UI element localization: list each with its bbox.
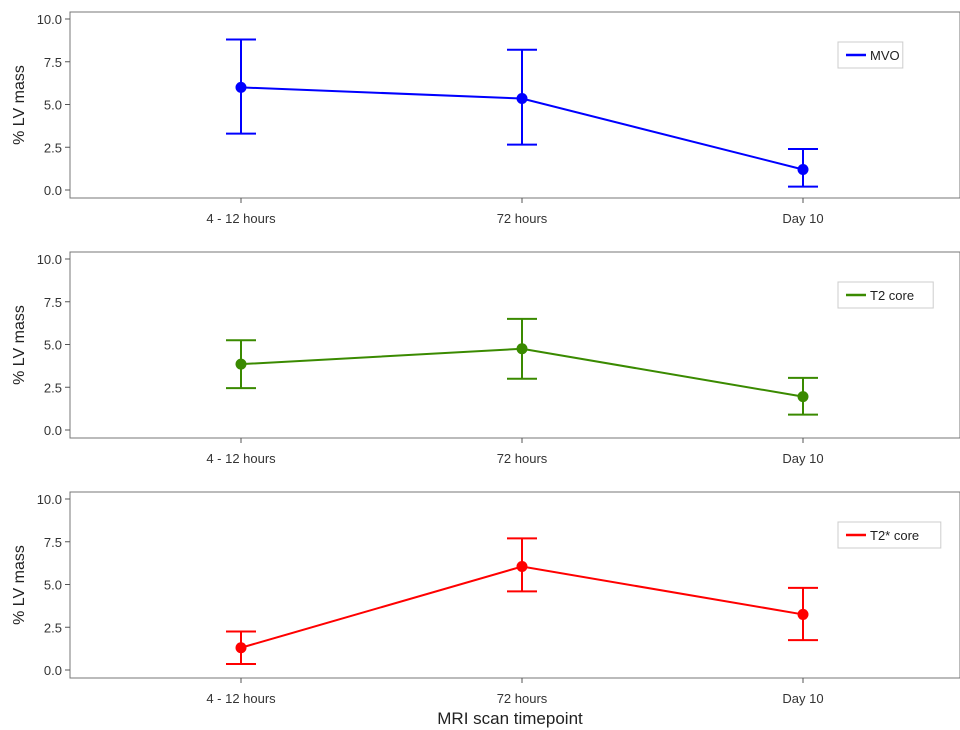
y-axis-title: % LV mass <box>11 545 28 625</box>
x-tick-label: Day 10 <box>782 451 823 466</box>
x-tick-label: 4 - 12 hours <box>206 451 276 466</box>
legend: MVO <box>837 41 904 69</box>
legend-label: T2* core <box>870 528 919 543</box>
plot-frame <box>69 251 960 439</box>
y-tick-label: 7.5 <box>44 295 62 310</box>
y-tick-label: 10.0 <box>37 12 62 27</box>
data-point <box>797 163 809 175</box>
panels: 0.0 2.5 5.0 7.5 10.0 4 - 12 hours 72 hours Day … <box>11 11 960 706</box>
data-point <box>235 81 247 93</box>
legend: T2 core <box>837 281 934 309</box>
y-tick-label: 0.0 <box>44 663 62 678</box>
y-axis-title: % LV mass <box>11 65 28 145</box>
data-point <box>797 391 809 403</box>
y-tick-label: 2.5 <box>44 140 62 155</box>
panel-3: 0.0 2.5 5.0 7.5 10.0 4 - 12 hours 72 hours Day … <box>11 491 960 706</box>
x-tick-label: Day 10 <box>782 691 823 706</box>
x-tick-label: 4 - 12 hours <box>206 211 276 226</box>
x-tick-label: 72 hours <box>497 691 548 706</box>
y-tick-label: 2.5 <box>44 380 62 395</box>
y-tick-label: 0.0 <box>44 423 62 438</box>
y-axis-title: % LV mass <box>11 305 28 385</box>
data-point <box>516 343 528 355</box>
y-tick-label: 10.0 <box>37 492 62 507</box>
data-point <box>516 93 528 105</box>
y-tick-label: 5.0 <box>44 578 62 593</box>
legend-box <box>837 41 904 69</box>
y-tick-label: 5.0 <box>44 338 62 353</box>
x-tick-label: 72 hours <box>497 211 548 226</box>
legend-label: MVO <box>870 48 900 63</box>
x-tick-label: 72 hours <box>497 451 548 466</box>
panel-1: 0.0 2.5 5.0 7.5 10.0 4 - 12 hours 72 hours Day … <box>11 11 960 226</box>
y-tick-label: 5.0 <box>44 98 62 113</box>
x-tick-label: Day 10 <box>782 211 823 226</box>
y-tick-label: 0.0 <box>44 183 62 198</box>
plot-frame <box>69 491 960 679</box>
panel-2: 0.0 2.5 5.0 7.5 10.0 4 - 12 hours 72 hours Day … <box>11 251 960 466</box>
data-point <box>235 358 247 370</box>
legend: T2* core <box>837 521 942 549</box>
y-tick-label: 7.5 <box>44 55 62 70</box>
data-point <box>516 561 528 573</box>
plot-frame <box>69 11 960 199</box>
data-point <box>797 608 809 620</box>
y-tick-label: 10.0 <box>37 252 62 267</box>
legend-label: T2 core <box>870 288 914 303</box>
x-axis-title: MRI scan timepoint <box>437 709 583 728</box>
data-point <box>235 642 247 654</box>
x-tick-label: 4 - 12 hours <box>206 691 276 706</box>
y-tick-label: 2.5 <box>44 620 62 635</box>
y-tick-label: 7.5 <box>44 535 62 550</box>
